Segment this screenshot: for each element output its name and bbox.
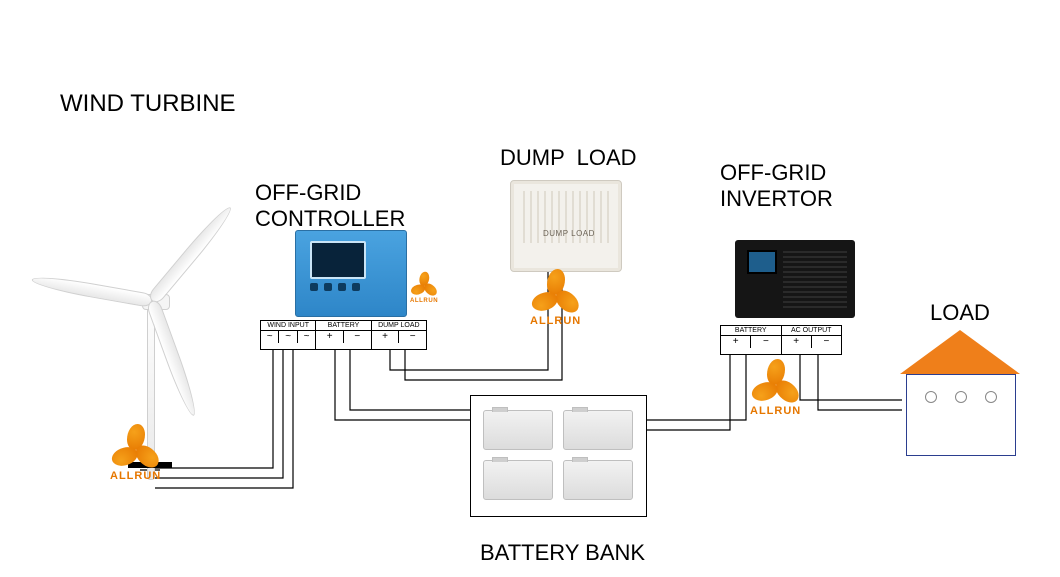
offgrid-invertor xyxy=(735,240,855,318)
offgrid-controller xyxy=(295,230,407,317)
load-house xyxy=(900,330,1020,450)
label-invertor: OFF-GRID INVERTOR xyxy=(720,160,833,212)
label-battery-bank: BATTERY BANK xyxy=(480,540,645,566)
dump-load-tag: DUMP LOAD xyxy=(543,229,595,238)
controller-terminals: WIND INPUT~~~BATTERY+−DUMP LOAD+− xyxy=(260,320,427,350)
allrun-logo: ALLRUN xyxy=(750,365,801,417)
terminal-dump-load: DUMP LOAD+− xyxy=(371,321,426,349)
allrun-logo: ALLRUN xyxy=(530,275,581,327)
terminal-ac-output: AC OUTPUT+− xyxy=(781,326,842,354)
diagram-stage: { "type": "wiring-diagram", "canvas": { … xyxy=(0,0,1060,577)
label-load: LOAD xyxy=(930,300,990,326)
terminal-battery: BATTERY+− xyxy=(315,321,370,349)
allrun-logo: ALLRUN xyxy=(410,275,438,304)
dump-load: DUMP LOAD xyxy=(510,180,622,272)
label-controller: OFF-GRID CONTROLLER xyxy=(255,180,405,232)
terminal-battery: BATTERY+− xyxy=(721,326,781,354)
invertor-terminals: BATTERY+−AC OUTPUT+− xyxy=(720,325,842,355)
label-dump-load: DUMP LOAD xyxy=(500,145,637,171)
label-wind-turbine: WIND TURBINE xyxy=(60,90,236,118)
terminal-wind-input: WIND INPUT~~~ xyxy=(261,321,315,349)
battery-bank xyxy=(470,395,647,517)
allrun-logo: ALLRUN xyxy=(110,430,161,482)
